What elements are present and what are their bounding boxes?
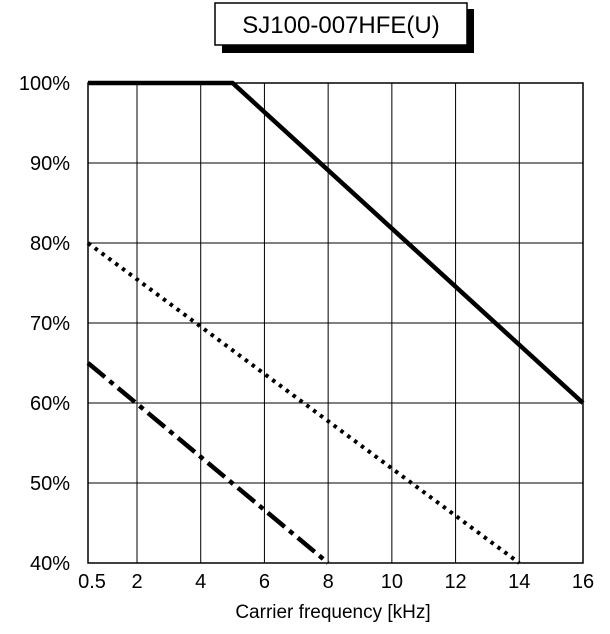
title-box (214, 2, 468, 46)
y-tick-label: 80% (30, 233, 70, 255)
x-tick-label: 10 (381, 571, 403, 593)
x-tick-label: 14 (508, 571, 530, 593)
chart-title: SJ100-007HFE(U) (242, 12, 439, 39)
series-line-dash-dot (86, 361, 330, 565)
x-tick-label: 4 (195, 571, 206, 593)
series-line-solid (88, 80, 585, 405)
y-tick-label: 50% (30, 473, 70, 495)
x-tick-labels: 0.5 2 4 6 8 10 12 14 16 (78, 571, 594, 593)
y-tick-label: 70% (30, 313, 70, 335)
plot-frame (87, 82, 584, 564)
y-tick-labels: 40% 50% 60% 70% 80% 90% 100% (19, 73, 70, 575)
x-tick-label: 0.5 (78, 571, 106, 593)
x-tick-label: 6 (259, 571, 270, 593)
x-tick-label: 16 (572, 571, 594, 593)
x-tick-label: 8 (323, 571, 334, 593)
grid (87, 82, 584, 564)
series-lines (86, 80, 585, 565)
y-tick-label: 100% (19, 73, 70, 95)
y-tick-label: 40% (30, 553, 70, 575)
chart-title-box: SJ100-007HFE(U) (214, 2, 474, 53)
x-tick-label: 12 (444, 571, 466, 593)
y-tick-label: 60% (30, 393, 70, 415)
x-tick-label: 2 (131, 571, 142, 593)
x-axis-label: Carrier frequency [kHz] (235, 602, 430, 623)
y-tick-label: 90% (30, 153, 70, 175)
